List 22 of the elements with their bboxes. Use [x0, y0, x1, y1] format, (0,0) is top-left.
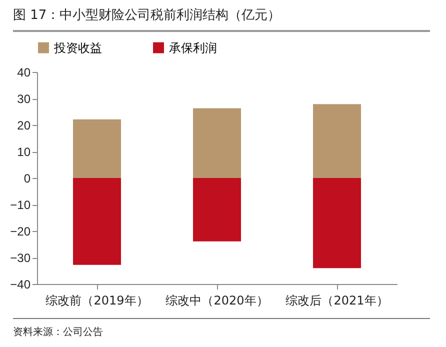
bar [313, 178, 361, 268]
bar [73, 178, 121, 265]
bar [193, 178, 241, 242]
bar [313, 104, 361, 178]
y-tick-label: 30 [17, 92, 31, 106]
y-tick-label: 40 [17, 66, 31, 80]
y-tick-label: −20 [10, 224, 31, 238]
y-tick-label: −30 [10, 251, 31, 265]
legend-label: 承保利润 [169, 40, 217, 55]
y-tick-label: −40 [10, 278, 31, 292]
legend-label: 投资收益 [53, 40, 102, 55]
bar [73, 119, 121, 178]
text: 资料来源：公司公告 [13, 326, 103, 339]
x-tick-label: 综改中（2020年） [166, 294, 268, 308]
y-tick-label: −10 [10, 198, 31, 212]
x-tick-label: 综改前（2019年） [46, 294, 148, 308]
chart-title: 图 17：中小型财险公司税前利润结构（亿元） [13, 7, 281, 24]
bar [193, 108, 241, 178]
y-tick-label: 0 [24, 172, 31, 186]
x-tick-label: 综改后（2021年） [286, 294, 388, 308]
y-tick-label: 10 [17, 145, 31, 159]
y-tick-label: 20 [17, 118, 31, 132]
